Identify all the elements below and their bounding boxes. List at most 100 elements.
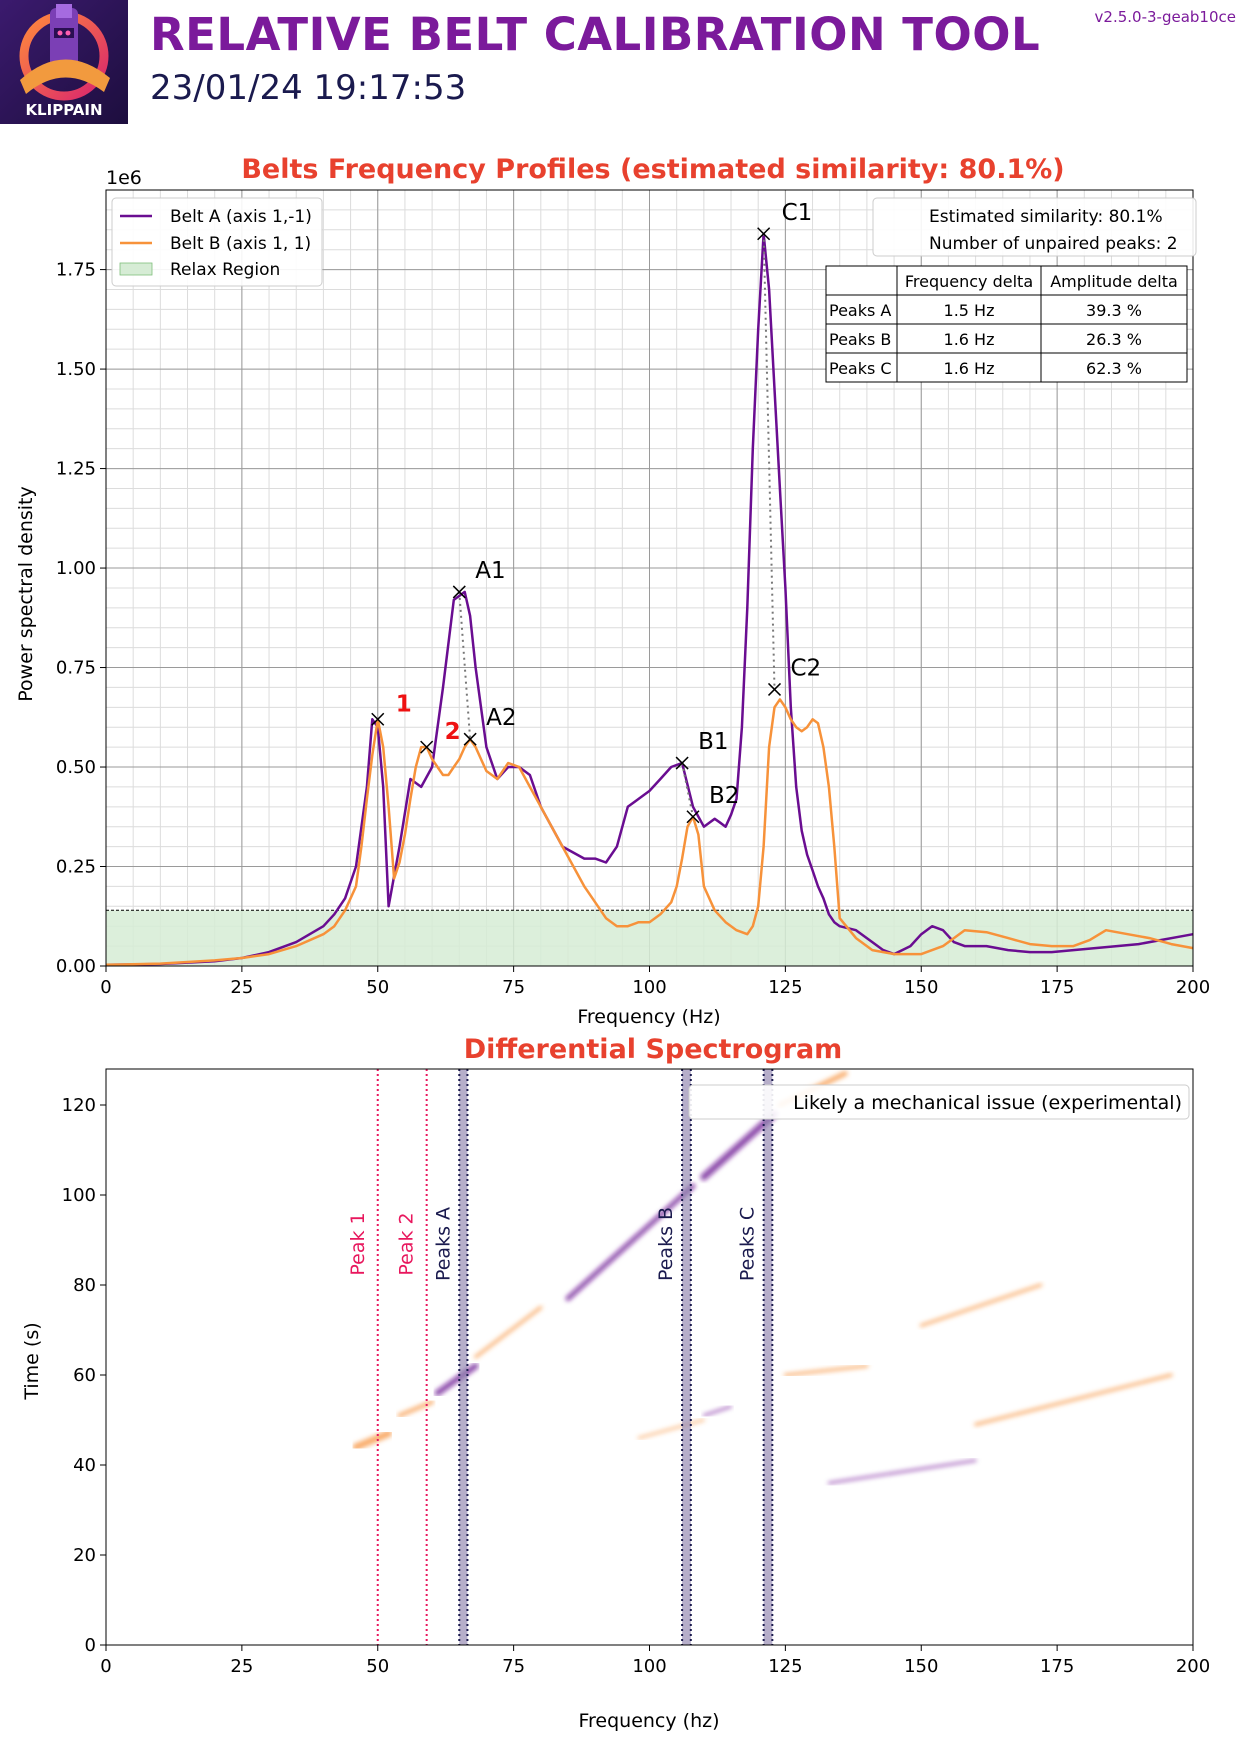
x-tick-label: 25 [230, 977, 253, 998]
x-tick-label: 75 [502, 977, 525, 998]
x-tick-label: 50 [366, 977, 389, 998]
x-tick-label: 175 [1040, 1656, 1074, 1677]
belt-b-line [105, 698, 1194, 967]
y-tick-label: 0.50 [56, 757, 96, 778]
x-tick-label: 175 [1040, 977, 1074, 998]
psd-scale-label: 1e6 [106, 167, 142, 189]
x-tick-label: 25 [230, 1656, 253, 1677]
page-title: RELATIVE BELT CALIBRATION TOOL [150, 8, 1041, 61]
similarity-info-box: Estimated similarity: 80.1% Number of un… [872, 197, 1197, 257]
y-tick-label: 0.75 [56, 658, 96, 679]
table-cell: 39.3 % [1086, 301, 1142, 320]
peak-marker [420, 740, 434, 754]
spectrogram-streak [352, 1430, 393, 1451]
legend-swatch-relax [119, 262, 153, 276]
y-tick-label: 20 [73, 1545, 96, 1566]
x-tick-label: 150 [904, 977, 938, 998]
table-header-amplitude: Amplitude delta [1050, 272, 1178, 291]
peak-label: B2 [709, 783, 739, 809]
peak-band [682, 1069, 691, 1645]
spectrogram-streak [783, 1364, 869, 1377]
x-tick-label: 200 [1176, 977, 1210, 998]
spectrogram-frame [105, 1068, 1194, 1646]
y-tick-label: 0.00 [56, 956, 96, 977]
spectrogram-streak [827, 1459, 977, 1484]
table-row-label: Peaks C [829, 359, 892, 378]
table-cell: 1.5 Hz [944, 301, 995, 320]
y-tick-label: 100 [62, 1185, 96, 1206]
unpaired-peaks-text: Number of unpaired peaks: 2 [929, 234, 1178, 254]
y-tick-label: 1.00 [56, 558, 96, 579]
peak-marker [757, 227, 771, 241]
table-cell: 26.3 % [1086, 330, 1142, 349]
spectrogram-annotation: Likely a mechanical issue (experimental) [793, 1092, 1182, 1114]
spectrogram-streak [919, 1283, 1043, 1327]
spectrogram-streak [702, 1405, 733, 1417]
x-tick-label: 200 [1176, 1656, 1210, 1677]
spectrogram-ylabel: Time (s) [21, 1322, 43, 1400]
klippain-logo: KLIPPAIN [0, 0, 128, 124]
table-cell: 1.6 Hz [944, 359, 995, 378]
y-tick-label: 1.75 [56, 260, 96, 281]
y-tick-label: 1.25 [56, 459, 96, 480]
peak-band-label: Peaks A [432, 1207, 454, 1281]
relax-region [106, 910, 1193, 966]
x-tick-label: 100 [632, 977, 666, 998]
spectrogram-annotation-box: Likely a mechanical issue (experimental) [688, 1084, 1190, 1120]
legend-relax: Relax Region [170, 260, 280, 280]
peak-line-label: Peak 2 [396, 1212, 418, 1275]
y-tick-label: 80 [73, 1275, 96, 1296]
psd-chart-title: Belts Frequency Profiles (estimated simi… [241, 154, 1064, 185]
psd-chart: Belts Frequency Profiles (estimated simi… [15, 154, 1210, 1028]
y-tick-label: 0 [85, 1635, 96, 1656]
peak-pair-connector [762, 233, 776, 690]
peak-band-label: Peaks C [737, 1207, 759, 1281]
peak-band [459, 1069, 468, 1645]
table-cell: 1.6 Hz [944, 330, 995, 349]
peak-marker [767, 682, 782, 696]
peak-band [763, 1069, 773, 1645]
peak-pair-connector [458, 591, 472, 740]
y-tick-label: 40 [73, 1455, 96, 1476]
y-tick-label: 60 [73, 1365, 96, 1386]
spectrogram-streak [474, 1306, 543, 1359]
psd-legend: Belt A (axis 1,-1) Belt B (axis 1, 1) Re… [111, 197, 323, 287]
x-tick-label: 150 [904, 1656, 938, 1677]
x-tick-label: 100 [632, 1656, 666, 1677]
similarity-text: Estimated similarity: 80.1% [929, 207, 1163, 227]
x-tick-label: 0 [100, 977, 111, 998]
logo-text: KLIPPAIN [25, 101, 102, 119]
spectrogram-title: Differential Spectrogram [464, 1034, 843, 1065]
peak-marker [371, 712, 385, 726]
spectrogram-chart: Differential Spectrogram Peaks A Peaks B P… [21, 1034, 1210, 1732]
table-row-label: Peaks B [829, 330, 891, 349]
belt-a-line [105, 232, 1194, 967]
legend-belt-a: Belt A (axis 1,-1) [170, 207, 312, 227]
spectrogram-streak [637, 1419, 705, 1439]
spectrogram-streak [434, 1363, 479, 1396]
x-tick-label: 125 [768, 977, 802, 998]
x-tick-label: 125 [768, 1656, 802, 1677]
y-tick-label: 120 [62, 1095, 96, 1116]
version-label: v2.5.0-3-geab10ce [1094, 8, 1236, 26]
peak-label: A1 [475, 558, 505, 584]
psd-plot-frame [105, 189, 1194, 967]
peak-marker [452, 585, 466, 599]
timestamp: 23/01/24 19:17:53 [150, 68, 467, 108]
table-cell: 62.3 % [1086, 359, 1142, 378]
psd-ylabel: Power spectral density [15, 486, 37, 701]
peak-band-label: Peaks B [655, 1207, 677, 1281]
peaks-table: Frequency delta Amplitude delta Peaks A … [825, 265, 1188, 383]
peak-line-label: Peak 1 [347, 1212, 369, 1275]
spectrogram-plot-area: Peaks A Peaks B Peaks C Peak 1 Peak 2 0 25 50 75… [62, 1068, 1210, 1677]
x-tick-label: 0 [100, 1656, 111, 1677]
spectrogram-xlabel: Frequency (hz) [578, 1710, 719, 1732]
table-header-frequency: Frequency delta [905, 272, 1033, 291]
psd-xlabel: Frequency (Hz) [577, 1006, 720, 1028]
spectrogram-streak [565, 1183, 696, 1301]
peak-marker [686, 810, 700, 824]
unpaired-peak-label: 1 [396, 691, 412, 717]
table-row-label: Peaks A [829, 301, 891, 320]
x-tick-label: 75 [502, 1656, 525, 1677]
